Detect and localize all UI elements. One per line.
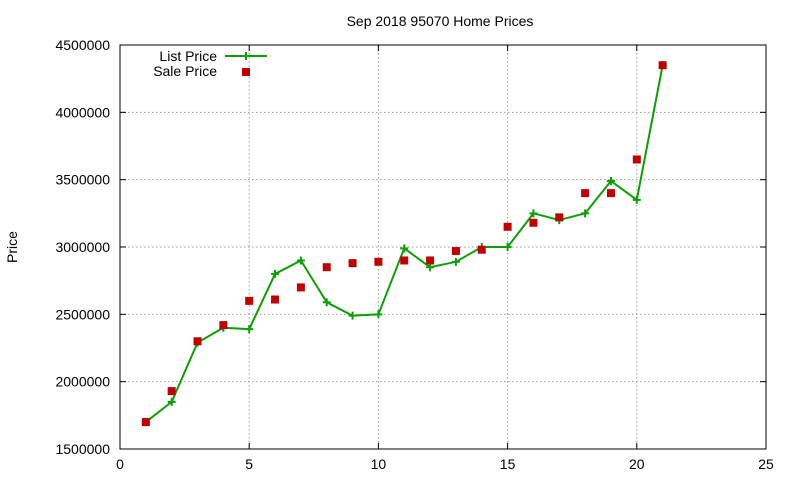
y-tick-label: 3500000 — [55, 172, 110, 188]
chart-title: Sep 2018 95070 Home Prices — [347, 13, 534, 29]
list-price-series — [141, 61, 667, 427]
x-tick-label: 0 — [116, 456, 124, 472]
list-price-point — [451, 257, 460, 266]
x-tick-label: 20 — [629, 456, 645, 472]
sale-price-point — [426, 256, 435, 265]
list-price-point — [503, 243, 512, 251]
x-tick-label: 5 — [245, 456, 253, 472]
sale-price-point — [451, 247, 460, 256]
sale-price-point — [193, 337, 202, 346]
sale-price-point — [167, 387, 176, 396]
legend-label-list-price: List Price — [159, 48, 217, 64]
sale-price-point — [219, 321, 228, 330]
list-price-point — [632, 195, 641, 204]
legend-marker-list-price — [242, 52, 250, 60]
sale-price-point — [296, 283, 305, 292]
x-tick-label: 15 — [500, 456, 516, 472]
sale-price-point — [581, 189, 590, 198]
x-tick-label: 25 — [758, 456, 774, 472]
y-axis-title: Price — [4, 231, 20, 263]
sale-price-point — [606, 189, 615, 198]
sale-price-point — [503, 222, 512, 231]
grid-lines — [120, 45, 766, 449]
sale-price-point — [374, 257, 383, 266]
x-tick-labels: 0 5 10 15 20 25 — [116, 456, 774, 472]
sale-price-point — [322, 263, 331, 272]
list-price-point — [426, 263, 435, 272]
y-tick-label: 2000000 — [55, 374, 110, 390]
sale-price-point — [348, 259, 357, 268]
list-price-point — [271, 269, 280, 278]
sale-price-point — [141, 418, 150, 427]
list-price-point — [606, 177, 615, 186]
y-tick-labels: 1500000 2000000 2500000 3000000 3500000 40000… — [55, 37, 110, 457]
list-price-point — [529, 209, 538, 218]
legend-marker-sale-price — [242, 68, 250, 76]
sale-price-point — [529, 218, 538, 227]
y-tick-label: 4000000 — [55, 104, 110, 120]
sale-price-point — [477, 245, 486, 254]
y-tick-label: 4500000 — [55, 37, 110, 53]
sale-price-point — [245, 296, 254, 305]
list-price-line — [145, 65, 664, 423]
sale-price-series — [141, 61, 667, 427]
list-price-point — [400, 244, 409, 253]
list-price-point — [374, 310, 383, 319]
legend: List Price Sale Price — [153, 48, 267, 79]
sale-price-point — [632, 155, 641, 164]
y-tick-label: 3000000 — [55, 239, 110, 255]
list-price-point — [322, 298, 331, 307]
list-price-point — [167, 397, 176, 406]
sale-price-point — [400, 256, 409, 265]
y-tick-label: 1500000 — [55, 441, 110, 457]
list-price-point — [245, 325, 254, 334]
sale-price-point — [555, 213, 564, 222]
plot-frame — [119, 44, 767, 450]
y-tick-label: 2500000 — [55, 306, 110, 322]
legend-label-sale-price: Sale Price — [153, 63, 217, 79]
x-tick-label: 10 — [371, 456, 387, 472]
list-price-point — [296, 256, 305, 265]
sale-price-point — [658, 61, 667, 70]
list-price-point — [581, 209, 590, 218]
list-price-point — [348, 311, 357, 320]
sale-price-point — [271, 295, 280, 304]
